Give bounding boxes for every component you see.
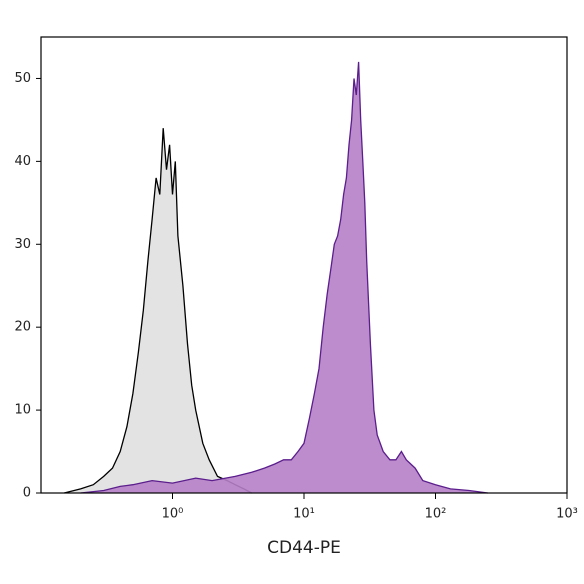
x-tick-label: 10⁰ [162, 507, 184, 522]
y-tick-label: 20 [14, 320, 31, 335]
y-tick-label: 40 [14, 154, 31, 169]
series-line [80, 61, 488, 494]
x-tick-label: 10¹ [293, 507, 315, 522]
x-tick-label: 10³ [556, 507, 578, 522]
plot-frame [40, 36, 568, 494]
y-tick-label: 10 [14, 403, 31, 418]
series-line [64, 128, 253, 494]
x-axis-label: CD44-PE [267, 538, 341, 558]
x-tick-label: 10² [425, 507, 447, 522]
y-tick-label: 50 [14, 71, 31, 86]
y-tick-label: 0 [23, 486, 31, 501]
y-tick-label: 30 [14, 237, 31, 252]
area-fill [64, 128, 252, 493]
